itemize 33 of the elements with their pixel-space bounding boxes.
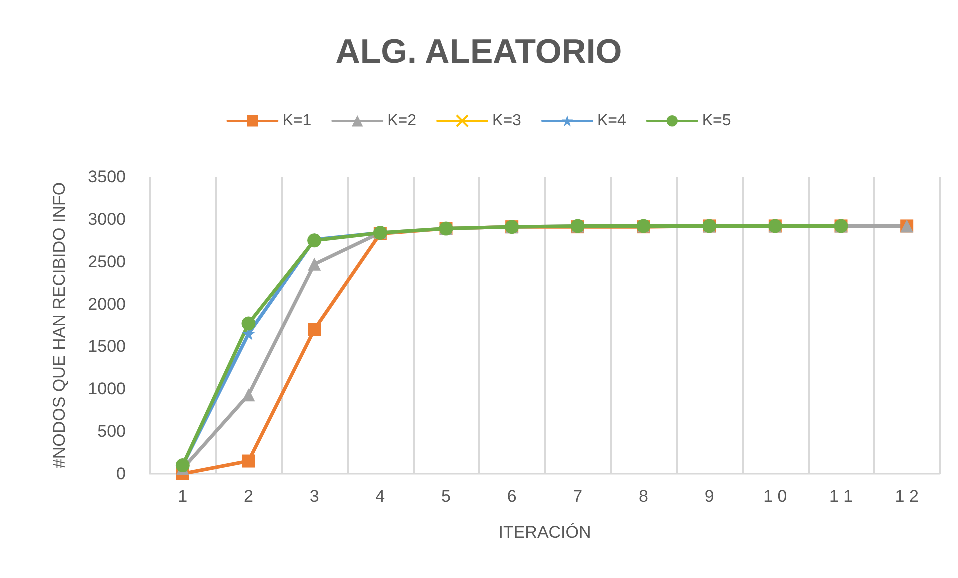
x-tick-label: 1 0	[764, 487, 788, 506]
legend-label: K=5	[702, 112, 732, 130]
y-tick-label: 3000	[88, 210, 126, 229]
point	[242, 316, 256, 331]
legend-label: K=1	[282, 112, 312, 130]
y-axis-title: #NODOS QUE HAN RECIBIDO INFO	[50, 182, 69, 469]
x-tick-label: 1 1	[829, 487, 854, 506]
legend-label: K=2	[388, 112, 417, 130]
x-tick-label: 5	[442, 487, 451, 506]
x-tick-label: 4	[376, 487, 386, 506]
x-tick-label: 7	[573, 487, 583, 506]
chart-title: ALG. ALEATORIO	[336, 33, 622, 71]
x-tick-label: 9	[704, 487, 714, 506]
x-tick-label: 1 2	[895, 487, 919, 506]
y-tick-label: 2500	[88, 252, 126, 272]
y-tick-label: 2000	[88, 294, 126, 314]
point	[242, 454, 256, 468]
y-tick-label: 0	[116, 464, 126, 484]
x-axis-title: ITERACIÓN	[498, 523, 592, 542]
point	[242, 388, 256, 402]
x-tick-label: 8	[639, 487, 648, 506]
legend-label: K=3	[492, 112, 522, 130]
x-tick-label: 2	[244, 487, 254, 506]
y-tick-label: 500	[98, 422, 126, 442]
point	[308, 323, 322, 336]
y-tick-label: 3500	[88, 168, 126, 186]
y-tick-label: 1000	[88, 380, 126, 399]
point	[308, 258, 322, 271]
x-tick-label: 6	[507, 487, 517, 506]
x-tick-label: 1	[178, 487, 188, 506]
x-tick-label: 3	[310, 487, 320, 506]
legend-label: K=4	[597, 112, 626, 130]
y-tick-label: 1500	[88, 337, 126, 356]
